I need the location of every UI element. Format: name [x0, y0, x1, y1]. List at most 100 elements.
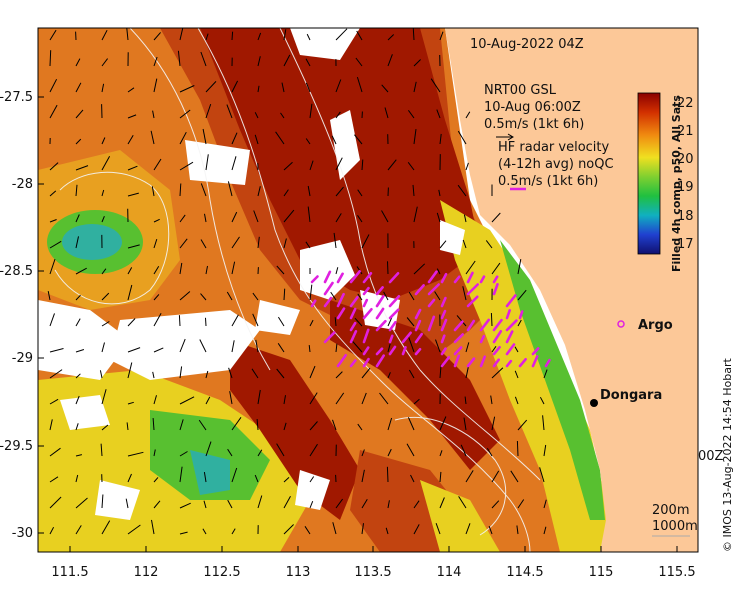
model-arrow — [539, 396, 545, 405]
model-arrow — [205, 396, 211, 405]
model-arrow — [387, 54, 393, 67]
model-arrow — [231, 417, 242, 431]
model-arrow — [510, 470, 519, 483]
model-arrow — [49, 219, 57, 223]
radar-arrow — [453, 333, 465, 344]
model-arrow — [309, 392, 318, 405]
model-arrow — [357, 189, 363, 197]
model-arrow — [308, 345, 311, 353]
model-arrow — [413, 500, 420, 509]
model-arrow — [335, 79, 342, 93]
model-arrow — [153, 477, 159, 483]
radar-arrow — [362, 286, 370, 296]
model-arrow — [335, 371, 343, 379]
model-arrow — [490, 395, 493, 405]
model-arrow — [304, 526, 311, 535]
model-arrow — [413, 129, 417, 145]
model-arrow — [200, 51, 207, 67]
radar-arrow — [388, 345, 397, 356]
model-arrow — [75, 349, 85, 353]
model-arrow — [387, 448, 392, 457]
model-arrow — [179, 291, 191, 301]
x-tick-label: 112 — [134, 565, 159, 580]
model-arrow — [408, 337, 415, 353]
model-arrow — [126, 28, 129, 41]
model-arrow — [439, 364, 442, 379]
model-arrow — [491, 470, 500, 483]
contour-deep — [129, 28, 271, 371]
model-arrow — [231, 314, 239, 327]
model-arrow — [256, 418, 259, 431]
radar-arrow — [466, 319, 476, 332]
model-arrow — [49, 162, 59, 171]
radar-arrow — [440, 318, 448, 332]
model-arrow — [435, 523, 441, 535]
model-arrow — [355, 57, 363, 67]
model-arrow — [75, 474, 79, 483]
model-arrow — [283, 209, 295, 223]
radar-arrow — [479, 318, 491, 332]
model-arrow — [153, 395, 157, 405]
model-arrow — [439, 450, 443, 457]
model-arrow — [254, 134, 259, 145]
model-arrow — [434, 291, 441, 301]
model-arrow — [49, 348, 64, 353]
hf-radar-arrows — [310, 270, 551, 368]
argo-float-marker — [617, 320, 625, 328]
model-arrow — [283, 189, 289, 197]
model-arrow — [385, 527, 389, 535]
model-arrow — [101, 389, 107, 405]
model-arrow — [335, 28, 348, 41]
model-arrow — [101, 58, 108, 67]
colorbar-tick: 22 — [677, 96, 694, 111]
radar-arrow — [466, 295, 479, 308]
radar-arrow — [505, 294, 517, 308]
model-arrow — [101, 342, 105, 353]
model-arrow — [357, 423, 363, 431]
model-arrow — [387, 261, 389, 275]
model-arrow — [127, 284, 133, 301]
model-arrow — [179, 85, 195, 93]
model-arrow — [179, 502, 191, 509]
x-tick-label: 114 — [437, 565, 462, 580]
model-arrow — [152, 418, 155, 431]
model-arrow — [332, 522, 337, 535]
model-arrow — [283, 29, 287, 41]
model-arrow — [101, 321, 110, 327]
contour-eddy — [54, 171, 170, 305]
model-arrow — [361, 449, 365, 457]
model-arrow — [514, 370, 519, 379]
x-tick-label: 112.5 — [203, 565, 240, 580]
model-arrow — [99, 370, 103, 379]
model-arrow — [75, 184, 78, 197]
model-arrow — [384, 107, 389, 119]
contour-1000m — [197, 28, 531, 552]
model-arrow — [281, 82, 285, 93]
radar-arrow — [349, 295, 359, 308]
model-arrow — [491, 416, 496, 431]
model-arrow — [179, 338, 186, 353]
map-title: 10-Aug-2022 04Z — [470, 37, 584, 52]
radar-arrow — [362, 271, 373, 284]
radar-arrow — [375, 319, 387, 332]
model-arrow — [387, 372, 391, 379]
model-arrow — [436, 212, 441, 223]
model-arrow — [227, 448, 233, 457]
model-arrow — [49, 476, 59, 483]
model-arrow — [463, 214, 467, 223]
model-arrow — [387, 500, 390, 509]
radar-arrow — [427, 283, 441, 296]
model-arrow — [361, 159, 364, 171]
colorbar-tick: 19 — [677, 180, 694, 195]
sst-green-coastal — [500, 240, 605, 520]
model-arrow — [330, 291, 337, 301]
model-arrow — [231, 80, 239, 93]
model-arrow — [153, 218, 160, 223]
radar-arrow — [349, 329, 358, 344]
model-arrow — [101, 424, 109, 431]
y-tick-label: -29 — [12, 351, 33, 366]
model-arrow — [439, 471, 442, 483]
y-tick-label: -28.5 — [0, 264, 33, 279]
radar-arrow — [479, 334, 486, 344]
radar-arrow — [414, 332, 424, 344]
